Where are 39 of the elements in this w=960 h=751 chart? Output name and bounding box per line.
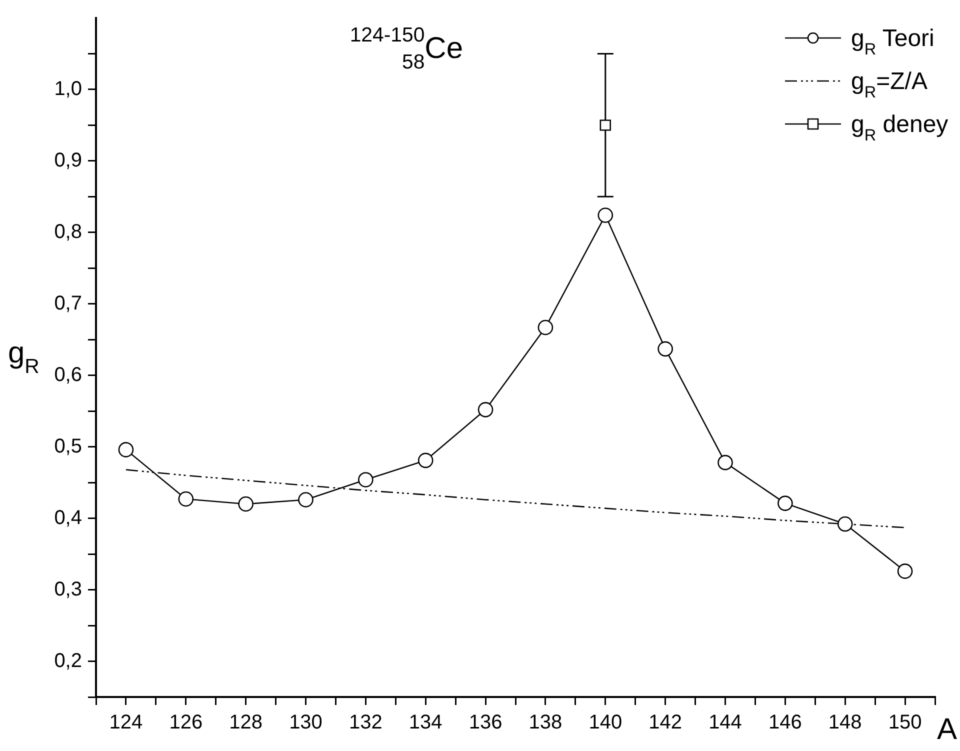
y-tick-label: 0,2 [54, 650, 82, 672]
x-tick-label: 144 [708, 712, 742, 734]
point [718, 454, 733, 470]
y-tick-label: 1,0 [54, 78, 82, 100]
y-tick-label: 0,7 [54, 292, 82, 314]
y-tick-label: 0,9 [54, 149, 82, 172]
x-tick-label: 128 [229, 712, 263, 734]
point [178, 491, 194, 507]
y-tick-label: 0,8 [54, 220, 82, 243]
x-tick-label: 146 [768, 712, 802, 734]
point [118, 442, 134, 458]
x-tick-label: 130 [289, 712, 322, 734]
point [358, 472, 374, 488]
x-tick-label: 140 [588, 712, 622, 734]
x-tick-label: 148 [828, 712, 862, 734]
point [298, 492, 314, 508]
y-tick-label: 0,4 [54, 506, 82, 529]
point [238, 496, 254, 512]
point [658, 341, 673, 357]
point [897, 564, 913, 579]
y-tick-label: 0,5 [54, 435, 82, 458]
x-tick-label: 138 [528, 712, 562, 734]
point [600, 120, 611, 131]
y-tick-label: 0,6 [54, 364, 82, 386]
y-tick-label: 0,3 [54, 578, 82, 600]
x-tick-label: 136 [468, 712, 502, 734]
point [837, 516, 853, 532]
point [778, 496, 793, 511]
point [598, 208, 614, 223]
x-tick-label: 124 [109, 712, 143, 734]
x-tick-label: 126 [169, 712, 203, 734]
point [418, 452, 434, 468]
x-tick-label: 142 [648, 712, 682, 734]
point [478, 402, 494, 418]
point [538, 320, 554, 336]
x-tick-label: 150 [888, 712, 922, 734]
x-tick-label: 134 [408, 712, 442, 734]
x-tick-label: 132 [348, 712, 382, 734]
x-axis-title: A [937, 713, 958, 746]
